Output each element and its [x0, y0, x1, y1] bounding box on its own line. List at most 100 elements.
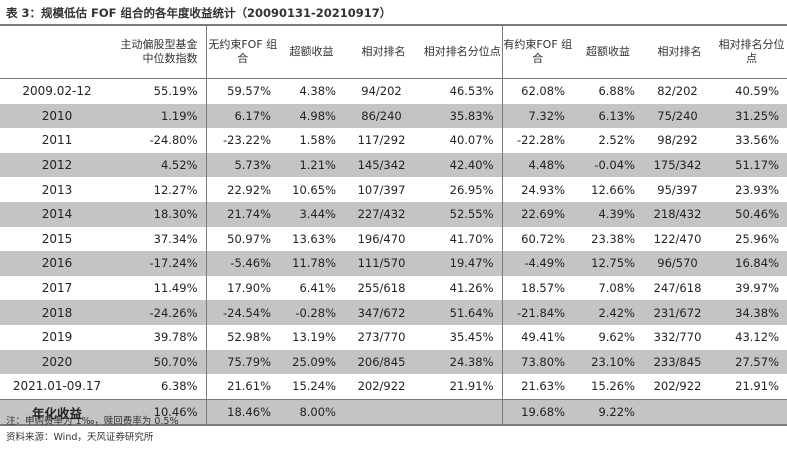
- rank-2-cell: 122/470: [653, 231, 702, 246]
- rank-2-cell: 231/672: [643, 300, 716, 325]
- excess-1-cell: 8.00%: [279, 398, 344, 427]
- median-cell: 12.27%: [114, 177, 207, 202]
- header-pct-2: 相对排名分位点: [718, 38, 785, 65]
- excess-1-cell: 13.63%: [292, 231, 336, 246]
- excess-2-cell: 23.10%: [573, 349, 643, 375]
- median-cell: 50.70%: [114, 349, 207, 375]
- pct-1-cell: 24.38%: [423, 349, 503, 375]
- notes: 注：申购费率为 1‰，赎回费率为 0.5% 资料来源：Wind，天风证券研究所: [6, 414, 178, 446]
- year-cell: 2009.02-12: [0, 77, 114, 104]
- rank-2-cell: 175/342: [643, 152, 716, 178]
- header-year: [0, 26, 114, 79]
- pct-1-cell: 46.53%: [423, 77, 503, 104]
- rank-1-cell: 94/202: [344, 77, 423, 104]
- header-excess-2: 超额收益: [586, 45, 630, 58]
- excess-1-cell: 1.21%: [279, 152, 344, 178]
- median-cell: 11.49%: [114, 275, 207, 301]
- fof-unconstrained-cell: 59.57%: [206, 77, 279, 104]
- rank-1-cell: 347/672: [344, 300, 423, 325]
- median-cell: 10.46%: [114, 398, 207, 427]
- table-row: 2019 39.78% 52.98% 13.19% 273/770 35.45% 49.41…: [0, 324, 787, 350]
- source-note: 资料来源：Wind，天风证券研究所: [6, 432, 154, 443]
- fof-constrained-cell: 73.80%: [502, 349, 573, 375]
- fof-unconstrained-cell: 50.97%: [227, 231, 271, 246]
- fof-unconstrained-cell: -5.46%: [206, 251, 279, 276]
- rank-1-cell: [344, 398, 423, 427]
- pct-1-cell: 42.40%: [423, 152, 503, 178]
- excess-1-cell: 4.38%: [279, 77, 344, 104]
- excess-2-cell: 2.42%: [573, 300, 643, 325]
- fof-constrained-cell: 62.08%: [502, 77, 573, 104]
- rank-1-cell: 145/342: [344, 152, 423, 178]
- rank-2-cell: 95/397: [657, 182, 698, 197]
- fof-constrained-cell: 60.72%: [521, 231, 565, 246]
- table-row: 2011 -24.80% -23.22% 1.58% 117/292 40.07% -22.…: [0, 128, 787, 153]
- excess-2-cell: -0.04%: [573, 152, 643, 178]
- excess-2-cell: 2.52%: [598, 133, 635, 148]
- table-row: 2010 1.19% 6.17% 4.98% 86/240 35.83% 7.32% 6.13…: [0, 103, 787, 129]
- year-cell: 2019: [41, 330, 73, 345]
- year-cell: 2016: [0, 251, 114, 276]
- pct-1-cell: 26.95%: [423, 177, 503, 202]
- excess-1-cell: 25.09%: [279, 349, 344, 375]
- excess-1-cell: 3.44%: [279, 201, 344, 227]
- median-cell: -24.80%: [114, 128, 207, 153]
- pct-2-cell: 50.46%: [716, 201, 787, 227]
- header-pct-1: 相对排名分位点: [423, 26, 503, 79]
- excess-1-cell: 6.41%: [299, 281, 336, 296]
- excess-1-cell: 10.65%: [292, 182, 336, 197]
- fof-unconstrained-cell: 17.90%: [227, 281, 271, 296]
- fof-unconstrained-cell: 6.17%: [206, 103, 279, 129]
- pct-2-cell: 39.97%: [735, 281, 779, 296]
- year-cell: 2018: [0, 300, 114, 325]
- table-row: 2012 4.52% 5.73% 1.21% 145/342 42.40% 4.48% -0.…: [0, 152, 787, 178]
- table-row: 2018 -24.26% -24.54% -0.28% 347/672 51.64% -21…: [0, 300, 787, 325]
- header-fof-unconstrained: 无约束FOF 组合: [208, 38, 278, 65]
- median-cell: 4.52%: [114, 152, 207, 178]
- table-row: 2015 37.34% 50.97% 13.63% 196/470 41.70% 60.72…: [0, 226, 787, 252]
- rank-1-cell: 111/570: [344, 251, 423, 276]
- pct-2-cell: 16.84%: [716, 251, 787, 276]
- pct-2-cell: 34.38%: [716, 300, 787, 325]
- pct-1-cell: 35.45%: [423, 324, 503, 350]
- rank-2-cell: 218/432: [643, 201, 716, 227]
- header-median: 主动偏股型基金中位数指数: [114, 26, 207, 79]
- year-cell: 2014: [0, 201, 114, 227]
- table-row: 2009.02-12 55.19% 59.57% 4.38% 94/202 46.53% 6…: [0, 77, 787, 104]
- year-cell: 2017: [41, 281, 73, 296]
- year-cell: 2021.01-09.17: [12, 379, 102, 394]
- table-row: 2020 50.70% 75.79% 25.09% 206/845 24.38% 73.80…: [0, 349, 787, 375]
- pct-1-cell: 41.26%: [423, 275, 503, 301]
- year-cell: 2010: [0, 103, 114, 129]
- excess-1-cell: -0.28%: [279, 300, 344, 325]
- excess-1-cell: 11.78%: [279, 251, 344, 276]
- fof-unconstrained-cell: 21.74%: [206, 201, 279, 227]
- pct-1-cell: 40.07%: [423, 128, 503, 153]
- header-row: 主动偏股型基金中位数指数 无约束FOF 组合 超额收益 相对排名 相对排名分位点…: [0, 26, 787, 79]
- excess-2-cell: 12.66%: [591, 182, 635, 197]
- fof-constrained-cell: 24.93%: [521, 182, 565, 197]
- fof-unconstrained-cell: 22.92%: [227, 182, 271, 197]
- annualized-row: 年化收益 10.46% 18.46% 8.00% 19.68% 9.22%: [0, 398, 787, 427]
- median-cell: 18.30%: [114, 201, 207, 227]
- pct-1-cell: 19.47%: [423, 251, 503, 276]
- table-row: 2017 11.49% 17.90% 6.41% 255/618 41.26% 18.57%…: [0, 275, 787, 301]
- pct-1-cell: 51.64%: [423, 300, 503, 325]
- rank-2-cell: 96/570: [643, 251, 716, 276]
- table-row: 2021.01-09.17 6.38% 21.61% 15.24% 202/922 21.…: [0, 374, 787, 400]
- rank-1-cell: 206/845: [344, 349, 423, 375]
- header-fof-constrained: 有约束FOF 组合: [503, 38, 573, 65]
- rank-2-cell: 98/292: [657, 133, 698, 148]
- returns-table: 主动偏股型基金中位数指数 无约束FOF 组合 超额收益 相对排名 相对排名分位点…: [0, 26, 787, 427]
- pct-2-cell: 33.56%: [735, 133, 779, 148]
- rank-2-cell: 82/202: [643, 77, 716, 104]
- rank-2-cell: 75/240: [643, 103, 716, 129]
- pct-1-cell: 41.70%: [423, 226, 503, 252]
- fof-unconstrained-cell: 52.98%: [227, 330, 271, 345]
- median-cell: -17.24%: [114, 251, 207, 276]
- rank-2-cell: 202/922: [653, 379, 702, 394]
- year-cell: 2020: [0, 349, 114, 375]
- rank-1-cell: 202/922: [357, 379, 406, 394]
- excess-1-cell: 15.24%: [292, 379, 336, 394]
- year-cell: 2013: [41, 182, 73, 197]
